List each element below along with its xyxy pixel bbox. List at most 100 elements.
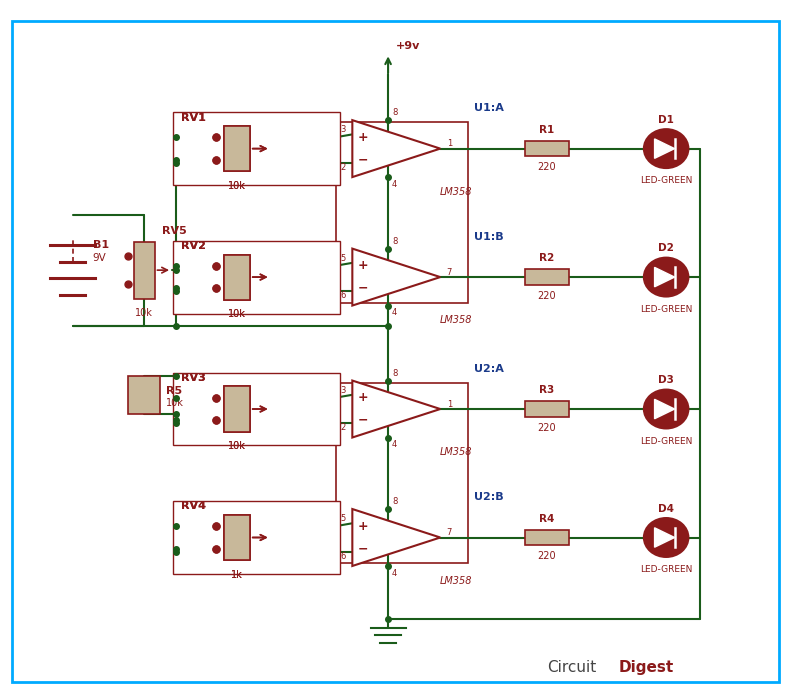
Text: U1:A: U1:A: [474, 103, 504, 113]
Circle shape: [644, 390, 688, 428]
Text: 3: 3: [341, 125, 346, 134]
Text: 4: 4: [392, 180, 398, 189]
Polygon shape: [352, 509, 440, 566]
FancyBboxPatch shape: [225, 515, 250, 560]
Text: 8: 8: [392, 369, 398, 378]
FancyBboxPatch shape: [173, 501, 340, 574]
Text: 10k: 10k: [228, 441, 246, 452]
Text: LM358: LM358: [439, 187, 472, 197]
Text: LM358: LM358: [439, 315, 472, 326]
Text: 1: 1: [446, 139, 452, 148]
Text: +: +: [358, 131, 368, 144]
Text: 2: 2: [341, 163, 346, 172]
Circle shape: [644, 130, 688, 168]
FancyBboxPatch shape: [173, 372, 340, 445]
Text: 8: 8: [392, 108, 398, 118]
FancyBboxPatch shape: [525, 530, 569, 545]
Text: −: −: [358, 282, 368, 295]
Text: 10k: 10k: [228, 181, 246, 191]
FancyBboxPatch shape: [134, 241, 154, 299]
Text: 1: 1: [446, 400, 452, 409]
Text: −: −: [358, 153, 368, 167]
Text: RV3: RV3: [181, 373, 206, 383]
Polygon shape: [654, 267, 674, 287]
FancyBboxPatch shape: [225, 126, 250, 172]
FancyBboxPatch shape: [225, 386, 250, 432]
FancyBboxPatch shape: [525, 270, 569, 285]
Text: LED-GREEN: LED-GREEN: [640, 176, 692, 186]
FancyBboxPatch shape: [128, 376, 160, 414]
Text: D2: D2: [658, 244, 674, 253]
Text: LM358: LM358: [439, 447, 472, 457]
Text: 1k: 1k: [231, 570, 243, 580]
Text: 6: 6: [341, 552, 346, 561]
Text: RV1: RV1: [181, 113, 206, 122]
Text: R2: R2: [539, 253, 554, 263]
Text: RV4: RV4: [181, 501, 206, 512]
Text: 9V: 9V: [93, 253, 106, 263]
FancyBboxPatch shape: [525, 141, 569, 156]
Text: D3: D3: [658, 375, 674, 386]
Text: R5: R5: [166, 386, 182, 396]
Text: 10k: 10k: [228, 309, 246, 319]
Text: 4: 4: [392, 568, 398, 578]
Text: 4: 4: [392, 440, 398, 449]
Text: B1: B1: [93, 240, 109, 250]
Text: U2:A: U2:A: [474, 363, 504, 374]
Text: +9v: +9v: [396, 41, 421, 51]
Text: +: +: [358, 519, 368, 533]
Text: 220: 220: [538, 162, 556, 172]
Text: 220: 220: [538, 423, 556, 433]
Text: −: −: [358, 414, 368, 427]
Text: D1: D1: [658, 115, 674, 125]
FancyBboxPatch shape: [337, 383, 467, 564]
Text: 8: 8: [392, 497, 398, 506]
FancyBboxPatch shape: [225, 126, 250, 172]
Text: Circuit: Circuit: [547, 660, 596, 675]
Text: 220: 220: [538, 552, 556, 561]
Text: LED-GREEN: LED-GREEN: [640, 566, 692, 574]
Circle shape: [644, 518, 688, 557]
Text: 5: 5: [341, 514, 346, 523]
Text: 7: 7: [446, 528, 452, 537]
FancyBboxPatch shape: [337, 122, 467, 303]
Polygon shape: [654, 139, 674, 158]
Text: 4: 4: [392, 308, 398, 317]
Text: R4: R4: [539, 514, 554, 524]
FancyBboxPatch shape: [525, 401, 569, 416]
FancyBboxPatch shape: [173, 241, 340, 314]
Circle shape: [644, 258, 688, 297]
Text: RV4: RV4: [181, 501, 206, 512]
Text: 10k: 10k: [228, 309, 246, 319]
Text: 10k: 10k: [166, 398, 184, 409]
Text: D4: D4: [658, 504, 674, 514]
FancyBboxPatch shape: [225, 515, 250, 560]
Text: RV3: RV3: [181, 373, 206, 383]
Text: 5: 5: [341, 254, 346, 262]
Text: 7: 7: [446, 267, 452, 276]
Polygon shape: [654, 399, 674, 419]
Text: U2:B: U2:B: [474, 492, 503, 502]
Text: RV5: RV5: [162, 226, 187, 236]
Text: 1k: 1k: [231, 570, 243, 580]
Text: 220: 220: [538, 291, 556, 301]
FancyBboxPatch shape: [225, 255, 250, 300]
Text: RV2: RV2: [181, 241, 206, 251]
Text: Digest: Digest: [618, 660, 674, 675]
Text: LM358: LM358: [439, 575, 472, 586]
Text: 2: 2: [341, 424, 346, 433]
Text: 3: 3: [341, 386, 346, 395]
Text: LED-GREEN: LED-GREEN: [640, 437, 692, 446]
Text: 6: 6: [341, 291, 346, 300]
Text: +: +: [358, 391, 368, 404]
Polygon shape: [352, 120, 440, 177]
Polygon shape: [654, 528, 674, 547]
Text: R1: R1: [539, 125, 554, 134]
Text: RV2: RV2: [181, 241, 206, 251]
Text: R3: R3: [539, 385, 554, 395]
FancyBboxPatch shape: [173, 112, 340, 185]
Text: RV1: RV1: [181, 113, 206, 122]
Text: 10k: 10k: [228, 441, 246, 452]
Polygon shape: [352, 381, 440, 438]
Text: +: +: [358, 259, 368, 272]
